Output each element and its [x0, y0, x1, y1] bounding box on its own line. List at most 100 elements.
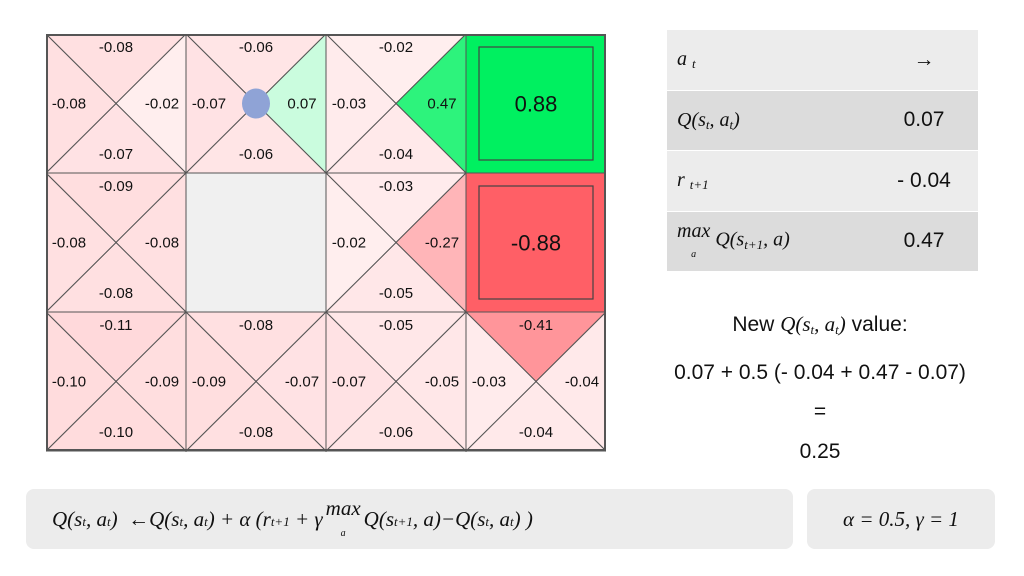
- wall-cell: [185, 172, 327, 313]
- q-value-right: -0.27: [425, 235, 459, 252]
- formula-lhs: Q(s: [52, 506, 83, 531]
- formula-plus-alpha: + α (: [219, 506, 263, 531]
- q-triangle-left: [46, 172, 117, 313]
- formula-q3-mid: , a: [489, 506, 511, 531]
- reward-value: - 0.04: [870, 150, 978, 211]
- formula-plus-gamma: + γ: [294, 506, 323, 531]
- max-label: max a Q(st+1, a): [667, 210, 870, 271]
- agent-marker: [242, 88, 270, 119]
- q-value-up: -0.03: [379, 178, 413, 195]
- q-value-right: -0.04: [565, 374, 599, 391]
- formula-r-sub: t+1: [270, 514, 290, 529]
- hyperparameters: α = 0.5, γ = 1: [807, 489, 995, 549]
- goal-cell: [465, 34, 606, 174]
- q-value-up: -0.09: [99, 178, 133, 195]
- q-value-down: -0.07: [99, 146, 133, 163]
- q-value-up: -0.08: [99, 39, 133, 56]
- new-prefix: New: [732, 313, 775, 336]
- formula-arrow: ←: [128, 506, 150, 531]
- formula-q2: Q(s: [363, 506, 394, 531]
- q-value-right: -0.02: [145, 96, 179, 113]
- formula-lhs-a-sub: t: [106, 514, 111, 529]
- max-value: 0.47: [870, 210, 978, 271]
- reward-sub: t+1: [689, 177, 709, 193]
- q-value-down: -0.10: [99, 424, 133, 441]
- terminal-inner-border: [478, 46, 594, 161]
- reward-label: r t+1: [667, 150, 870, 211]
- q-value-down: -0.04: [379, 146, 413, 163]
- max-under: a: [691, 249, 697, 261]
- q-a-sub: t: [729, 116, 734, 132]
- action-row: a t →: [667, 30, 978, 90]
- q-value-left: -0.02: [332, 235, 366, 252]
- q-triangle-left: [325, 34, 397, 175]
- max-row: max a Q(st+1, a) 0.47: [667, 210, 978, 271]
- formula-q1-end: ): [207, 506, 215, 531]
- q-value-down: -0.04: [519, 424, 553, 441]
- q-value-down: -0.08: [239, 424, 273, 441]
- new-s-sub: t: [810, 322, 815, 337]
- q-value-right: -0.08: [145, 235, 179, 252]
- q-value: 0.07: [870, 89, 978, 151]
- q-triangle-left: [46, 311, 117, 452]
- q-value-up: -0.02: [379, 39, 413, 56]
- q-value-down: -0.05: [379, 285, 413, 302]
- q-value-left: -0.10: [52, 374, 86, 391]
- formula-q3-a-sub: t: [510, 514, 514, 529]
- q-value-left: -0.08: [52, 235, 86, 252]
- formula-max-text: max: [325, 496, 361, 520]
- formula-r: r: [262, 506, 271, 531]
- new-q-mid: , a: [814, 312, 836, 336]
- formula-q3-s-sub: t: [485, 514, 490, 529]
- q-triangle-left: [46, 34, 117, 174]
- q-value-right: 0.07: [287, 96, 316, 113]
- formula-lhs-s-sub: t: [82, 514, 86, 529]
- q-value-up: -0.41: [519, 317, 553, 334]
- formula-lhs-mid: , a: [85, 506, 107, 531]
- q-triangle-left: [465, 310, 537, 452]
- max-q-end: , a): [763, 228, 790, 251]
- formula-q1-mid: , a: [183, 506, 205, 531]
- q-value-right: 0.47: [427, 96, 456, 113]
- action-value: →: [870, 30, 978, 90]
- formula-q2-end: , a): [412, 506, 441, 531]
- q-value-left: -0.03: [332, 96, 366, 113]
- formula-minus: −: [440, 506, 456, 531]
- formula-q3: Q(s: [455, 506, 486, 531]
- q-value-down: -0.06: [379, 424, 413, 441]
- formula-q2-s-sub: t+1: [394, 514, 413, 529]
- new-q-label: New Q(st, at) value:: [620, 312, 1020, 337]
- gridworld: -0.08-0.07-0.08 -0.02-0.06-0.06-0.07 0.07-…: [46, 34, 606, 452]
- pit-cell: [465, 172, 606, 313]
- max-text: max: [677, 220, 711, 243]
- q-value-right: -0.09: [145, 374, 179, 391]
- max-s-sub: t+1: [744, 236, 764, 252]
- q-label-end: ): [733, 108, 740, 131]
- q-value-down: -0.08: [99, 285, 133, 302]
- q-triangle-left: [185, 34, 257, 175]
- q-value-up: -0.11: [99, 317, 132, 334]
- q-value-left: -0.07: [192, 96, 226, 113]
- q-value-right: -0.05: [425, 374, 459, 391]
- q-value-left: -0.03: [472, 374, 506, 391]
- new-suffix: value:: [851, 313, 908, 336]
- q-label-text: Q(s: [677, 108, 706, 131]
- formula-lhs-end: ): [110, 506, 118, 531]
- new-a-sub: t: [835, 322, 839, 337]
- update-expression: 0.07 + 0.5 (- 0.04 + 0.47 - 0.07): [674, 361, 966, 384]
- grid-border: [46, 34, 606, 451]
- transition-table: a t → Q(st, at) 0.07 r t+1 - 0.04 max a Q…: [667, 30, 978, 271]
- action-sub: t: [692, 56, 696, 72]
- equals-sign: =: [813, 400, 827, 423]
- formula-q1-s-sub: t: [179, 514, 184, 529]
- result-value: 0.25: [799, 440, 841, 463]
- formula-q1-a-sub: t: [204, 514, 208, 529]
- q-triangle-left: [325, 310, 397, 452]
- max-q-text: Q(s: [715, 228, 745, 251]
- formula-q1: Q(s: [149, 506, 180, 531]
- reward-row: r t+1 - 0.04: [667, 150, 978, 211]
- new-q-text: Q(s: [780, 312, 811, 336]
- terminal-inner-border: [478, 185, 594, 300]
- formula-max: max a: [326, 498, 361, 540]
- action-label: a t: [667, 30, 870, 90]
